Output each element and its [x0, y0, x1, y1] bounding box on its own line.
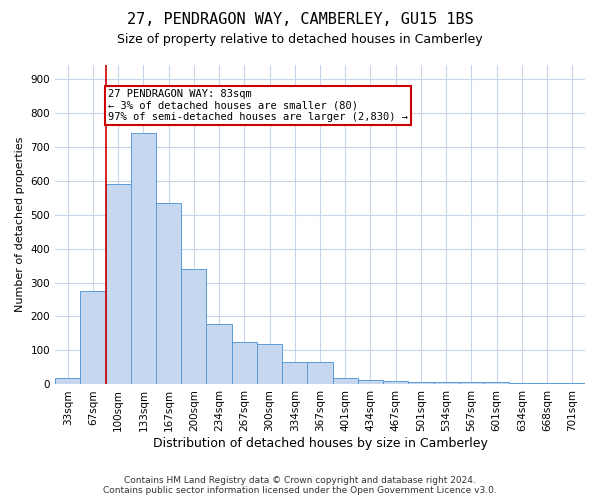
- Bar: [560, 383, 585, 384]
- Bar: [106, 184, 131, 384]
- Bar: [383, 381, 409, 384]
- Text: 27, PENDRAGON WAY, CAMBERLEY, GU15 1BS: 27, PENDRAGON WAY, CAMBERLEY, GU15 1BS: [127, 12, 473, 28]
- Bar: [80, 291, 106, 384]
- Text: Contains HM Land Registry data © Crown copyright and database right 2024.
Contai: Contains HM Land Registry data © Crown c…: [103, 476, 497, 495]
- Bar: [307, 362, 332, 384]
- Bar: [131, 133, 156, 384]
- Bar: [332, 378, 358, 384]
- Bar: [358, 380, 383, 384]
- Text: 27 PENDRAGON WAY: 83sqm
← 3% of detached houses are smaller (80)
97% of semi-det: 27 PENDRAGON WAY: 83sqm ← 3% of detached…: [108, 89, 408, 122]
- Bar: [409, 382, 434, 384]
- Bar: [156, 202, 181, 384]
- Y-axis label: Number of detached properties: Number of detached properties: [15, 137, 25, 312]
- Bar: [206, 324, 232, 384]
- Bar: [434, 382, 459, 384]
- Bar: [257, 344, 282, 384]
- Bar: [509, 383, 535, 384]
- X-axis label: Distribution of detached houses by size in Camberley: Distribution of detached houses by size …: [152, 437, 487, 450]
- Bar: [484, 382, 509, 384]
- Bar: [459, 382, 484, 384]
- Bar: [535, 383, 560, 384]
- Bar: [282, 362, 307, 384]
- Text: Size of property relative to detached houses in Camberley: Size of property relative to detached ho…: [117, 32, 483, 46]
- Bar: [55, 378, 80, 384]
- Bar: [181, 269, 206, 384]
- Bar: [232, 342, 257, 384]
